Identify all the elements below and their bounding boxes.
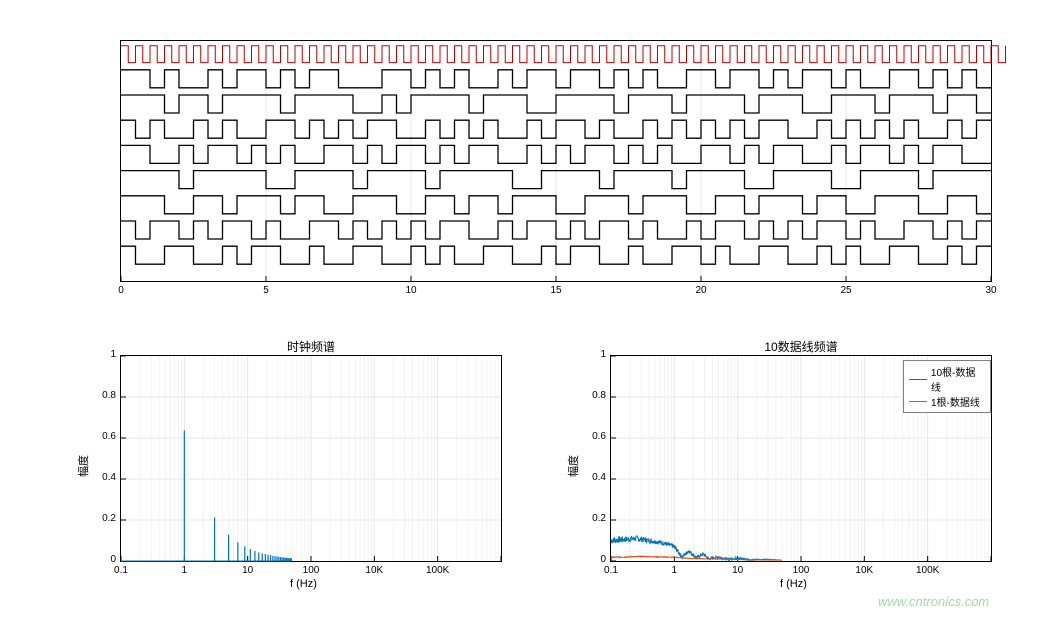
legend-item: 1根-数据线 — [909, 394, 985, 409]
timing-plot-svg — [121, 41, 991, 281]
legend-item: 10根-数据线 — [909, 364, 985, 394]
watermark-text: www.cntronics.com — [878, 594, 989, 609]
data-lines-spectrum-chart: 10数据线频谱 10根-数据线1根-数据线 0.111010010K100K — [610, 355, 992, 562]
digital-signal-timing-chart: 051015202530 — [120, 40, 992, 282]
data-lines-spectrum-title: 10数据线频谱 — [611, 338, 991, 355]
clock-spectrum-title: 时钟频谱 — [121, 338, 501, 355]
clock-spectrum-svg — [121, 356, 501, 561]
clock-spectrum-chart: 时钟频谱 0.111010010K100K — [120, 355, 502, 562]
spectrum-legend: 10根-数据线1根-数据线 — [903, 360, 991, 413]
